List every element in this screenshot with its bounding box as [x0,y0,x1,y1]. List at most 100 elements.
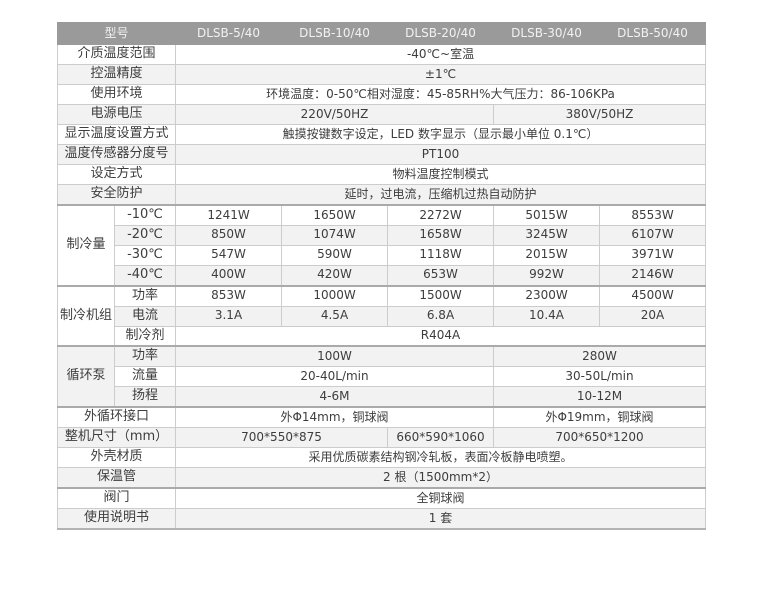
table-row: 制冷量 -10℃ 1241W 1650W 2272W 5015W 8553W [57,203,707,287]
value-cell: 1118W [387,244,495,266]
value-cell: 853W [175,284,283,307]
value-cell: 1241W [175,203,283,226]
table-row: -30℃ 547W 590W 1118W 2015W 3971W [58,244,707,266]
table-row: 电源电压 220V/50HZ 380V/50HZ [56,104,707,125]
row-label: 阀门 [56,486,177,509]
row-label: 设定方式 [56,164,177,185]
row-label: 功率 [113,345,177,368]
value-cell: 1650W [281,203,389,226]
column-header-model: DLSB-30/40 [493,22,601,45]
value-cell: 3.1A [175,305,283,327]
value-cell: -40℃~室温 [175,44,707,65]
value-cell: 3245W [493,224,601,246]
row-label: 使用环境 [56,84,177,105]
row-label: 安全防护 [56,183,177,206]
row-label: 温度传感器分度号 [56,144,177,165]
table-row: 保温管 2 根（1500mm*2） [56,467,707,489]
value-cell: 触摸按键数字设定，LED 数字显示（显示最小单位 0.1℃） [175,124,707,145]
row-label: 制冷剂 [113,325,177,347]
value-cell: 420W [281,264,389,287]
value-cell: 延时，过电流，压缩机过热自动防护 [175,183,707,206]
table-row: -20℃ 850W 1074W 1658W 3245W 6107W [58,224,707,246]
row-group-label: 循环泵 [57,345,115,408]
table-row: 使用说明书 1 套 [56,507,707,530]
table-row: 显示温度设置方式 触摸按键数字设定，LED 数字显示（显示最小单位 0.1℃） [56,124,707,145]
value-cell: 6.8A [387,305,495,327]
value-cell: 220V/50HZ [175,104,495,125]
value-cell: 400W [175,264,283,287]
row-label: 外循环接口 [56,406,177,429]
value-cell: 1500W [387,284,495,307]
column-header-model: DLSB-5/40 [175,22,283,45]
value-cell: 100W [175,345,495,368]
value-cell: 1000W [281,284,389,307]
value-cell: ±1℃ [175,64,707,85]
value-cell: 外Φ14mm，铜球阀 [175,406,495,429]
table-header-row: 型号 DLSB-5/40 DLSB-10/40 DLSB-20/40 DLSB-… [56,22,707,45]
row-label: -20℃ [113,224,177,246]
value-cell: 1074W [281,224,389,246]
table-row: 外壳材质 采用优质碳素结构钢冷轧板，表面冷板静电喷塑。 [56,447,707,469]
value-cell: 10.4A [493,305,601,327]
row-label: 外壳材质 [56,447,177,469]
value-cell: 10-12M [493,386,707,408]
table-row: 阀门 全铜球阀 [56,486,707,509]
row-label: -10℃ [113,203,177,226]
row-label: 流量 [113,366,177,388]
table-row: 设定方式 物料温度控制模式 [56,164,707,185]
value-cell: 547W [175,244,283,266]
column-header-model: DLSB-10/40 [281,22,389,45]
value-cell: 物料温度控制模式 [175,164,707,185]
table-row: 制冷剂 R404A [58,325,707,347]
table-row: 制冷机组 功率 853W 1000W 1500W 2300W 4500W [57,284,707,347]
table-row: 外循环接口 外Φ14mm，铜球阀 外Φ19mm，铜球阀 [56,406,707,429]
value-cell: 30-50L/min [493,366,707,388]
value-cell: 2 根（1500mm*2） [175,467,707,489]
table-row: -40℃ 400W 420W 653W 992W 2146W [58,264,707,287]
row-label: 显示温度设置方式 [56,124,177,145]
value-cell: 280W [493,345,707,368]
row-label: 整机尺寸（mm） [56,427,177,449]
row-label: -30℃ [113,244,177,266]
value-cell: 700*650*1200 [493,427,707,449]
table-row: 温度传感器分度号 PT100 [56,144,707,165]
value-cell: 外Φ19mm，铜球阀 [493,406,707,429]
value-cell: 环境温度：0-50℃相对湿度：45-85RH%大气压力：86-106KPa [175,84,707,105]
value-cell: 700*550*875 [175,427,389,449]
value-cell: 4-6M [175,386,495,408]
value-cell: 2146W [599,264,707,287]
table-row: 循环泵 功率 100W 280W [57,345,707,408]
column-header-model: DLSB-50/40 [599,22,707,45]
value-cell: 2272W [387,203,495,226]
value-cell: 992W [493,264,601,287]
row-label: 功率 [113,284,177,307]
table-row: 扬程 4-6M 10-12M [58,386,707,408]
table-row: 安全防护 延时，过电流，压缩机过热自动防护 [56,183,707,206]
row-label: -40℃ [113,264,177,287]
value-cell: 20A [599,305,707,327]
value-cell: 全铜球阀 [175,486,707,509]
value-cell: 850W [175,224,283,246]
value-cell: 3971W [599,244,707,266]
table-row: 控温精度 ±1℃ [56,64,707,85]
spec-table: 型号 DLSB-5/40 DLSB-10/40 DLSB-20/40 DLSB-… [56,22,707,530]
row-label: 控温精度 [56,64,177,85]
table-row: 使用环境 环境温度：0-50℃相对湿度：45-85RH%大气压力：86-106KP… [56,84,707,105]
spec-sheet: 型号 DLSB-5/40 DLSB-10/40 DLSB-20/40 DLSB-… [56,22,707,530]
value-cell: 2300W [493,284,601,307]
column-header-model-label: 型号 [56,22,177,45]
value-cell: 1 套 [175,507,707,530]
row-label: 介质温度范围 [56,44,177,65]
value-cell: 2015W [493,244,601,266]
table-row: 介质温度范围 -40℃~室温 [56,44,707,65]
row-label: 电流 [113,305,177,327]
value-cell: 590W [281,244,389,266]
row-group-label: 制冷量 [57,203,115,287]
value-cell: 20-40L/min [175,366,495,388]
table-row: 流量 20-40L/min 30-50L/min [58,366,707,388]
value-cell: 8553W [599,203,707,226]
value-cell: R404A [175,325,707,347]
row-label: 保温管 [56,467,177,489]
row-label: 使用说明书 [56,507,177,530]
value-cell: 5015W [493,203,601,226]
